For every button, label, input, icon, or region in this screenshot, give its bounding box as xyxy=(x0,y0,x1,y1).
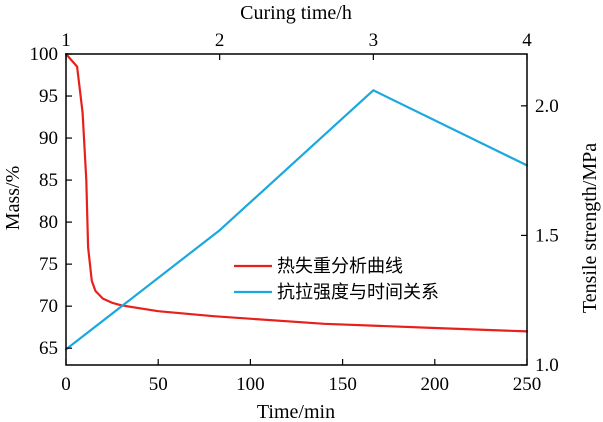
legend-label-mass: 热失重分析曲线 xyxy=(277,256,403,277)
x-tick-label: 100 xyxy=(236,374,265,395)
right-axis-title: Tensile strength/MPa xyxy=(579,143,601,313)
y-tick-label: 70 xyxy=(39,296,58,317)
right-tick-label: 1.0 xyxy=(535,355,559,376)
x-tick-label: 150 xyxy=(328,374,357,395)
y-tick-label: 85 xyxy=(39,170,58,191)
top-tick-label: 3 xyxy=(369,30,379,51)
left-axis: 65 70 75 80 85 90 95 100 xyxy=(30,44,72,359)
legend: 热失重分析曲线 抗拉强度与时间关系 xyxy=(234,256,439,303)
y-tick-label: 80 xyxy=(39,212,58,233)
y-tick-label: 75 xyxy=(39,254,58,275)
right-tick-label: 1.5 xyxy=(535,225,559,246)
y-tick-label: 100 xyxy=(30,44,59,65)
top-axis: 1 2 3 4 xyxy=(61,30,532,60)
legend-label-strength: 抗拉强度与时间关系 xyxy=(277,282,439,303)
right-tick-label: 2.0 xyxy=(535,96,559,117)
top-tick-label: 2 xyxy=(215,30,225,51)
plot-frame xyxy=(65,53,528,366)
x-tick-label: 0 xyxy=(61,374,71,395)
x-tick-label: 200 xyxy=(421,374,450,395)
y-tick-label: 95 xyxy=(39,86,58,107)
top-tick-label: 4 xyxy=(522,30,532,51)
bottom-axis: 0 50 100 150 200 250 xyxy=(61,359,541,395)
x-tick-label: 250 xyxy=(513,374,542,395)
y-tick-label: 65 xyxy=(39,338,58,359)
x-axis-title: Time/min xyxy=(257,401,335,422)
y-tick-label: 90 xyxy=(39,128,58,149)
plot-area xyxy=(64,52,529,351)
top-axis-title: Curing time/h xyxy=(240,2,352,24)
top-tick-label: 1 xyxy=(61,30,71,51)
right-axis: 1.0 1.5 2.0 xyxy=(521,96,559,376)
y-axis-title: Mass/% xyxy=(2,166,24,230)
series-line-mass xyxy=(64,52,529,333)
x-tick-label: 50 xyxy=(149,374,168,395)
series-line-tensile-strength xyxy=(64,89,529,351)
